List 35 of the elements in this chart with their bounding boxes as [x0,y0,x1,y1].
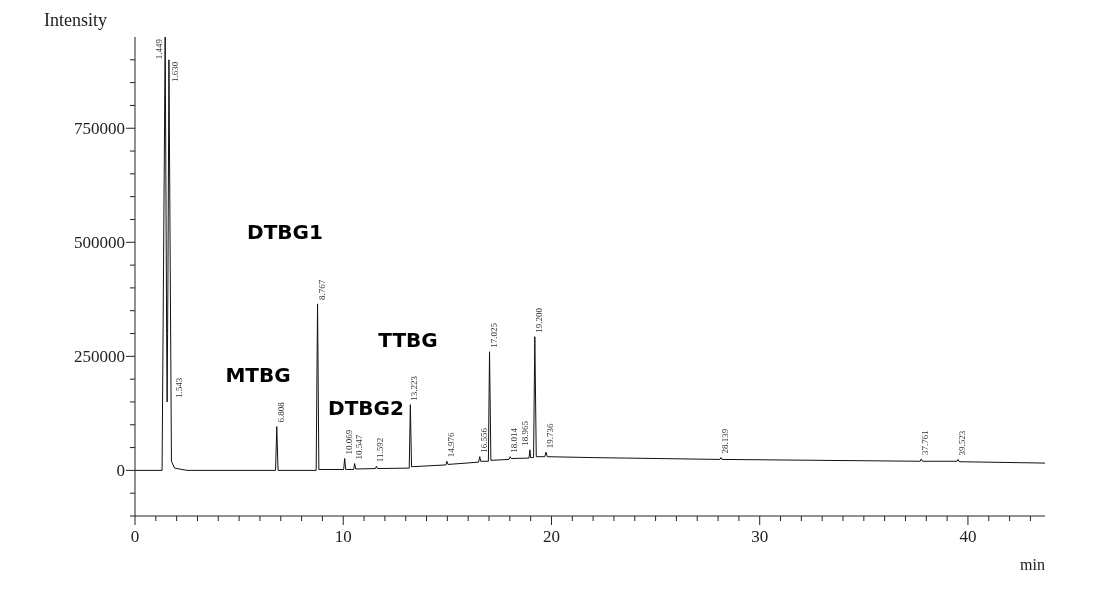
y-axis-title: Intensity [44,10,107,31]
x-tick-label: 10 [334,527,352,546]
annotation: MTBG [225,363,291,387]
annotation: 6.808 [275,401,286,423]
annotation: 14.976 [445,432,456,458]
annotation: 8.767 [316,279,327,300]
annotation: 16.556 [478,427,489,453]
annotation: 39.523 [957,430,968,456]
x-tick-label: 0 [130,527,140,546]
annotation: 1.543 [173,377,184,398]
annotation: 19.200 [533,307,544,333]
annotation: TTBG [378,328,438,352]
x-axis-title: min [1020,556,1045,574]
x-tick-label: 20 [542,527,560,546]
annotation: 18.014 [509,427,520,453]
annotation: 10.547 [353,434,364,460]
annotation: 37.761 [920,430,931,455]
annotation: 13.223 [409,375,420,401]
x-tick-label: 30 [751,527,769,546]
annotation: 18.965 [519,420,530,446]
annotation: DTBG1 [247,220,323,244]
x-tick-label: 40 [959,527,977,546]
y-tick-label: 750000 [74,119,125,139]
line-series [135,37,1045,471]
annotation: DTBG2 [328,396,404,420]
annotation: 10.069 [343,429,354,455]
annotation: 1.630 [169,61,180,83]
annotation: 19.736 [544,422,555,449]
annotation: 1.449 [154,38,165,60]
y-tick-label: 250000 [74,347,125,367]
y-tick-label: 500000 [74,233,125,253]
annotation: 28.139 [719,428,730,454]
y-tick-label: 0 [116,461,125,481]
annotation: 17.025 [488,322,499,348]
annotation: 11.592 [375,437,386,463]
